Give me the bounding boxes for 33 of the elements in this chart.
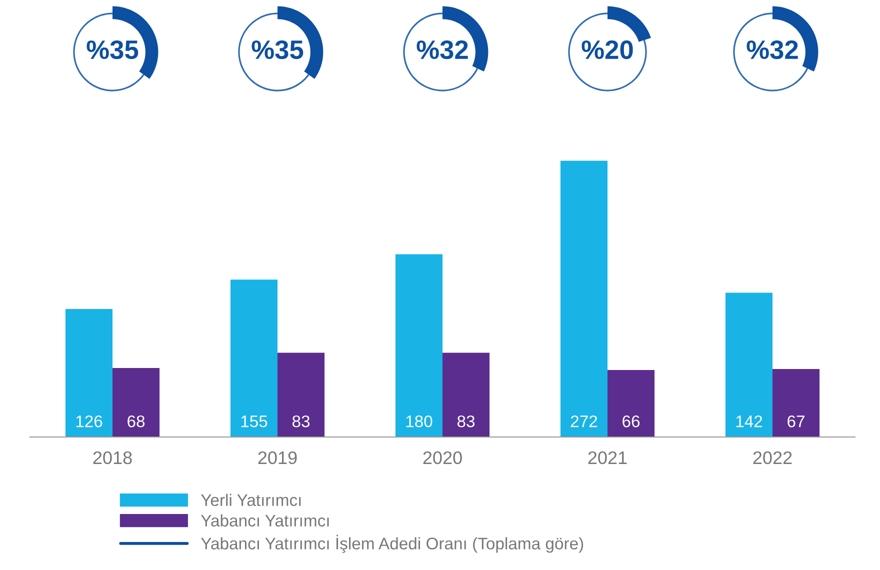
- bar: [560, 160, 608, 437]
- x-tick-label: 2019: [258, 451, 297, 464]
- bar: [395, 254, 442, 437]
- bar: [772, 368, 820, 437]
- bar: [442, 352, 490, 437]
- x-tick-label: 2021: [588, 451, 627, 464]
- x-tick-label: 2022: [753, 451, 792, 464]
- data-label: 155: [241, 416, 268, 428]
- data-label: 142: [736, 415, 762, 428]
- legend-label: Yabancı Yatırımcı İşlem Adedi Oranı (Toplama göre): [200, 534, 584, 553]
- data-label: %32: [746, 40, 798, 60]
- data-label: 67: [788, 415, 804, 428]
- data-label: 83: [457, 415, 475, 428]
- bar: [65, 309, 112, 437]
- bar: [725, 292, 772, 437]
- bar: [278, 352, 325, 437]
- data-label: 126: [76, 415, 102, 428]
- data-label: 68: [128, 415, 145, 428]
- data-label: %20: [582, 40, 633, 60]
- bar: [608, 370, 655, 437]
- x-tick-label: 2020: [423, 451, 462, 464]
- bar: [112, 368, 160, 437]
- data-label: 83: [292, 415, 310, 428]
- legend-label: Yerli Yatırımcı: [200, 494, 301, 506]
- data-label: %32: [416, 40, 468, 60]
- data-label: 66: [622, 415, 640, 428]
- data-label: 272: [570, 415, 598, 428]
- legend-label: Yabancı Yatırımcı: [200, 514, 329, 527]
- data-label: 180: [406, 415, 432, 428]
- text: %35: [86, 40, 138, 60]
- x-tick-label: 2018: [93, 451, 132, 464]
- bar: [230, 280, 278, 437]
- data-label: %35: [252, 40, 304, 60]
